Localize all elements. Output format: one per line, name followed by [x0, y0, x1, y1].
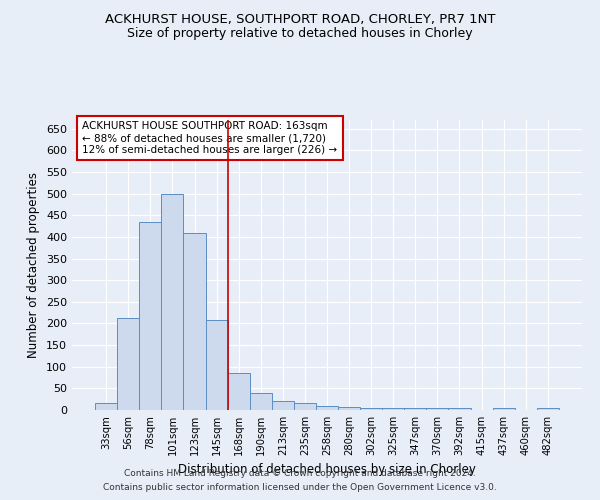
Bar	[338, 408, 360, 410]
Text: Contains HM Land Registry data © Crown copyright and database right 2024.: Contains HM Land Registry data © Crown c…	[124, 468, 476, 477]
Bar	[294, 403, 316, 410]
Bar	[360, 408, 382, 410]
Text: ACKHURST HOUSE SOUTHPORT ROAD: 163sqm
← 88% of detached houses are smaller (1,72: ACKHURST HOUSE SOUTHPORT ROAD: 163sqm ← …	[82, 122, 337, 154]
Bar	[493, 408, 515, 410]
Bar	[448, 408, 470, 410]
Bar	[537, 408, 559, 410]
Bar	[404, 408, 427, 410]
Bar	[139, 222, 161, 410]
Bar	[206, 320, 227, 410]
Bar	[161, 194, 184, 410]
Bar	[95, 402, 117, 410]
X-axis label: Distribution of detached houses by size in Chorley: Distribution of detached houses by size …	[178, 464, 476, 476]
Text: Size of property relative to detached houses in Chorley: Size of property relative to detached ho…	[127, 28, 473, 40]
Text: ACKHURST HOUSE, SOUTHPORT ROAD, CHORLEY, PR7 1NT: ACKHURST HOUSE, SOUTHPORT ROAD, CHORLEY,…	[105, 12, 495, 26]
Bar	[427, 408, 448, 410]
Bar	[382, 408, 404, 410]
Bar	[227, 373, 250, 410]
Bar	[316, 406, 338, 410]
Text: Contains public sector information licensed under the Open Government Licence v3: Contains public sector information licen…	[103, 484, 497, 492]
Bar	[250, 392, 272, 410]
Y-axis label: Number of detached properties: Number of detached properties	[28, 172, 40, 358]
Bar	[117, 318, 139, 410]
Bar	[184, 234, 206, 410]
Bar	[272, 402, 294, 410]
